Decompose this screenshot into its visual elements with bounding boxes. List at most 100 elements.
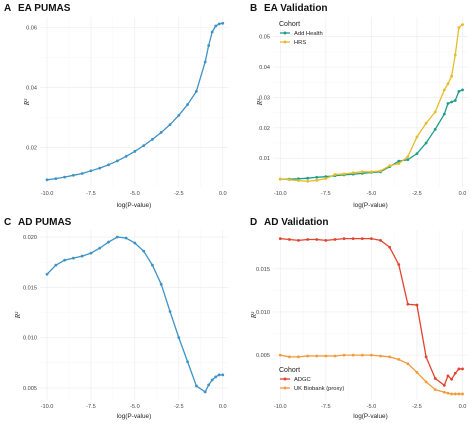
data-point <box>306 179 310 183</box>
data-point <box>210 378 214 382</box>
data-point <box>453 53 457 57</box>
panel-b: B EA Validation -10.0 -7.5 -5.0 -2.5 0.0 0.01 0.… <box>250 3 468 209</box>
data-point <box>54 177 58 181</box>
y-tick-label: 0.015 <box>256 267 270 273</box>
data-point <box>278 353 282 357</box>
data-point <box>315 238 319 241</box>
y-tick-label: 0.005 <box>256 353 270 359</box>
y-tick-label: 0.01 <box>259 156 270 162</box>
data-point <box>333 173 337 176</box>
data-point <box>342 237 346 241</box>
data-point <box>370 353 373 357</box>
data-point <box>406 302 410 306</box>
data-point <box>151 137 154 141</box>
gridlines <box>273 230 468 400</box>
series-main <box>45 235 225 394</box>
data-point <box>453 99 457 102</box>
data-point <box>360 237 364 241</box>
series-uk-biobank-proxy- <box>278 353 464 396</box>
data-point <box>177 113 181 117</box>
data-point <box>133 241 137 245</box>
data-point <box>388 164 392 168</box>
data-point <box>360 353 364 357</box>
data-point <box>186 103 189 106</box>
data-point <box>107 163 110 167</box>
data-point <box>397 162 401 166</box>
data-point <box>333 238 337 241</box>
data-point <box>406 155 410 159</box>
y-axis-label: R² <box>250 311 258 319</box>
x-axis-label: log(P-value) <box>117 413 151 420</box>
data-point <box>397 159 401 163</box>
data-point <box>360 170 364 174</box>
legend-title: Cohort <box>279 367 300 374</box>
x-tick-label: -5.0 <box>367 404 377 410</box>
data-point <box>415 370 419 374</box>
data-point <box>379 169 382 173</box>
legend-swatch-point <box>283 377 287 381</box>
data-point <box>168 123 172 127</box>
x-tick-label: 0.0 <box>459 404 467 410</box>
legend-label: UK Biobank (proxy) <box>294 386 344 392</box>
x-tick-label: -2.5 <box>412 191 422 197</box>
data-point <box>306 354 310 358</box>
data-point <box>450 377 453 381</box>
series-line <box>46 22 223 181</box>
data-point <box>324 177 328 180</box>
y-tick-label: 0.02 <box>259 126 270 132</box>
data-point <box>71 173 75 177</box>
legend-title: Cohort <box>279 21 300 28</box>
data-point <box>342 353 346 357</box>
x-tick-label: -10.0 <box>41 191 54 197</box>
legend-swatch-point <box>283 40 287 44</box>
y-tick-label: 0.05 <box>259 35 270 41</box>
data-point <box>278 237 282 241</box>
data-point <box>115 235 119 239</box>
data-point <box>457 392 461 396</box>
data-point <box>63 258 66 262</box>
data-point <box>63 175 66 179</box>
series-hrs <box>278 23 464 183</box>
data-point <box>442 390 446 394</box>
x-tick-label: -2.5 <box>412 404 422 410</box>
data-point <box>446 391 450 395</box>
data-point <box>107 240 110 244</box>
data-point <box>324 238 328 242</box>
data-point <box>45 178 49 182</box>
data-point <box>433 388 437 392</box>
x-tick-label: -7.5 <box>86 404 96 410</box>
x-tick-label: -10.0 <box>274 191 287 197</box>
data-point <box>461 367 464 371</box>
y-tick-label: 0.03 <box>259 95 270 101</box>
x-tick-label: 0.0 <box>219 404 227 410</box>
panel-letter: D <box>250 217 257 228</box>
data-point <box>433 127 437 131</box>
legend-label: Add Health <box>294 31 323 37</box>
data-point <box>194 89 198 93</box>
data-point <box>142 144 146 148</box>
gridlines <box>40 17 228 187</box>
data-point <box>388 245 392 249</box>
panel-letter: C <box>4 217 11 228</box>
series-main <box>45 21 225 182</box>
data-point <box>315 175 319 179</box>
data-point <box>288 178 291 182</box>
data-point <box>98 166 102 170</box>
data-point <box>424 121 428 125</box>
data-point <box>461 392 464 396</box>
y-tick-label: 0.04 <box>259 65 270 71</box>
data-point <box>217 22 221 26</box>
y-tick-label: 0.020 <box>23 235 37 241</box>
data-point <box>457 26 461 30</box>
data-point <box>424 141 428 145</box>
y-tick-label: 0.04 <box>26 85 37 91</box>
data-point <box>424 355 428 359</box>
gridlines <box>40 230 228 400</box>
data-point <box>406 362 410 366</box>
data-point <box>278 177 282 181</box>
data-point <box>406 158 410 162</box>
data-point <box>442 112 446 116</box>
x-tick-label: -7.5 <box>321 404 331 410</box>
legend-entry: Add Health <box>280 31 323 37</box>
data-point <box>98 246 102 250</box>
